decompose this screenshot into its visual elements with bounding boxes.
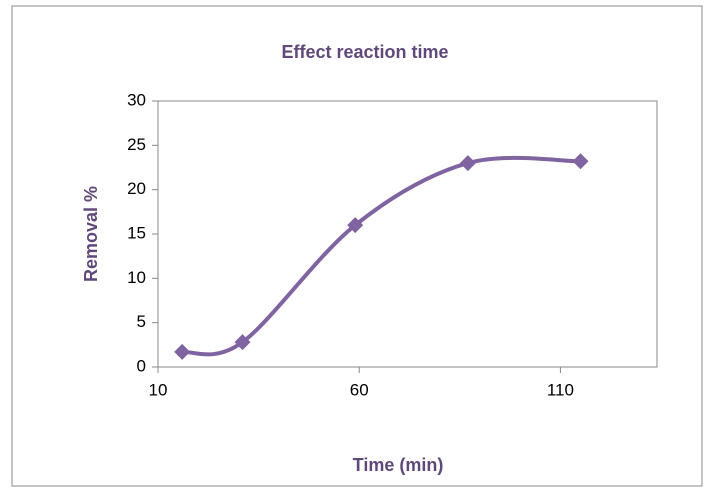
x-tick-label: 60 — [350, 380, 369, 399]
chart-title: Effect reaction time — [281, 42, 448, 62]
y-tick-label: 10 — [127, 268, 146, 287]
y-tick-label: 30 — [127, 90, 146, 109]
data-point — [174, 343, 191, 360]
data-point — [347, 217, 364, 234]
y-tick-label: 5 — [137, 312, 146, 331]
y-axis-label: Removal % — [81, 186, 101, 282]
y-tick-label: 25 — [127, 135, 146, 154]
y-tick-label: 0 — [137, 356, 146, 375]
data-point — [459, 155, 476, 172]
y-tick-label: 20 — [127, 179, 146, 198]
data-point — [234, 334, 251, 351]
y-tick-label: 15 — [127, 223, 146, 242]
x-axis-label: Time (min) — [353, 455, 444, 475]
x-tick-label: 110 — [547, 380, 574, 399]
chart-frame — [11, 5, 703, 487]
data-point — [572, 153, 589, 170]
x-tick-label: 10 — [149, 380, 168, 399]
